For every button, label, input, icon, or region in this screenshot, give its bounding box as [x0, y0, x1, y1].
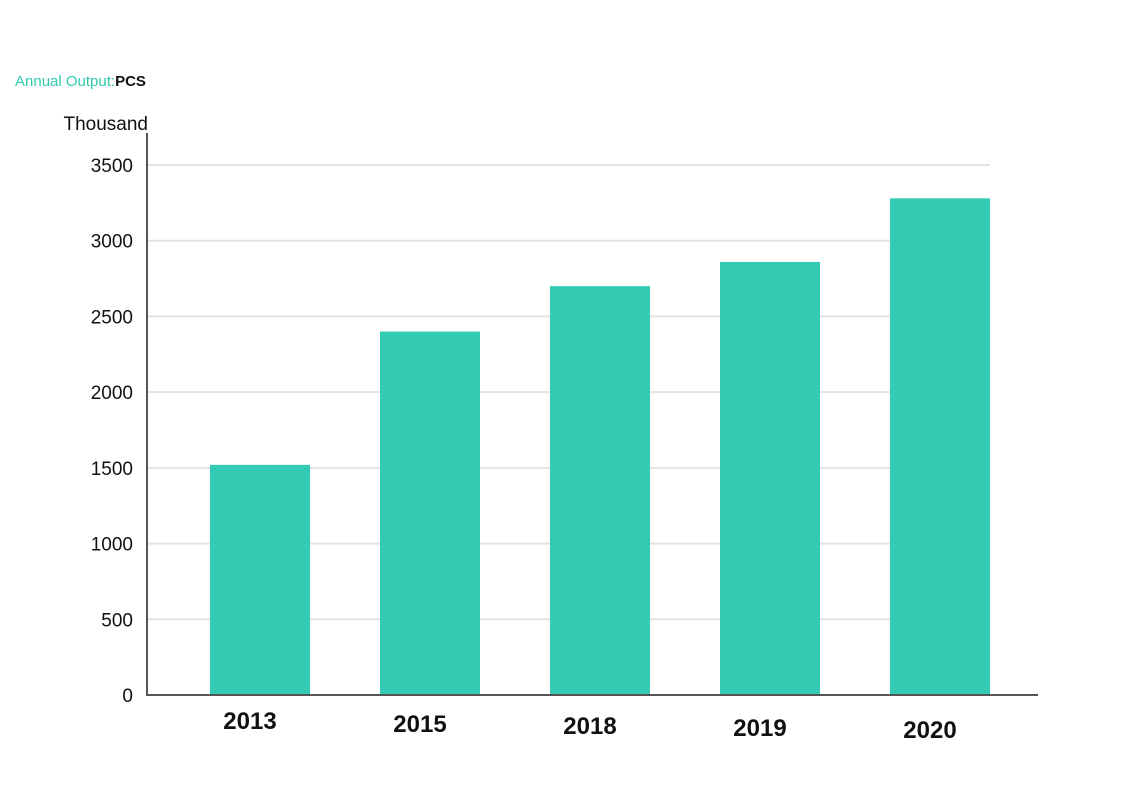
y-tick-label: 3500 — [91, 156, 133, 177]
chart-title-unit: PCS — [115, 73, 146, 90]
x-axis-ticks: 2013 2015 2018 2019 2020 — [223, 708, 956, 744]
bar-2015 — [380, 331, 480, 695]
y-tick-label: 2000 — [91, 383, 133, 404]
y-tick-label: 1000 — [91, 535, 133, 556]
y-tick-label: 1500 — [91, 459, 133, 480]
y-axis-ticks: 0 500 1000 1500 2000 2500 3000 3500 — [91, 156, 133, 707]
bar-2019 — [720, 261, 820, 695]
y-axis-label: Thousand — [63, 114, 148, 135]
bar-2018 — [550, 286, 650, 695]
y-tick-label: 3000 — [91, 232, 133, 253]
x-tick-label: 2018 — [563, 713, 616, 740]
chart-title: Annual Output:PCS — [15, 73, 146, 90]
y-tick-label: 2500 — [91, 307, 133, 328]
x-tick-label: 2019 — [733, 715, 786, 742]
x-tick-label: 2015 — [393, 711, 446, 738]
chart-title-label: Annual Output: — [15, 73, 115, 90]
bars — [210, 198, 990, 696]
x-tick-label: 2013 — [223, 708, 276, 735]
x-tick-label: 2020 — [903, 717, 956, 744]
y-tick-label: 500 — [101, 610, 133, 631]
y-tick-label: 0 — [122, 686, 133, 707]
bar-2013 — [210, 464, 310, 695]
bar-2020 — [890, 198, 990, 696]
